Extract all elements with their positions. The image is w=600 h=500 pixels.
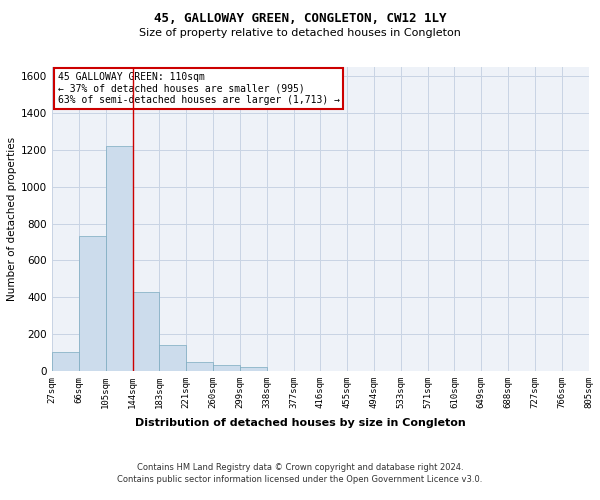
Bar	[106, 146, 133, 371]
Bar	[52, 352, 79, 371]
Y-axis label: Number of detached properties: Number of detached properties	[7, 137, 17, 301]
Text: 45, GALLOWAY GREEN, CONGLETON, CW12 1LY: 45, GALLOWAY GREEN, CONGLETON, CW12 1LY	[154, 12, 446, 26]
Bar	[160, 345, 187, 371]
Bar	[133, 292, 160, 371]
Text: 45 GALLOWAY GREEN: 110sqm
← 37% of detached houses are smaller (995)
63% of semi: 45 GALLOWAY GREEN: 110sqm ← 37% of detac…	[58, 72, 340, 104]
Bar	[79, 236, 106, 371]
Text: Contains HM Land Registry data © Crown copyright and database right 2024.: Contains HM Land Registry data © Crown c…	[137, 462, 463, 471]
Text: Contains public sector information licensed under the Open Government Licence v3: Contains public sector information licen…	[118, 475, 482, 484]
Bar	[213, 366, 240, 371]
Text: Distribution of detached houses by size in Congleton: Distribution of detached houses by size …	[134, 418, 466, 428]
Text: Size of property relative to detached houses in Congleton: Size of property relative to detached ho…	[139, 28, 461, 38]
Bar	[240, 368, 267, 371]
Bar	[187, 362, 213, 371]
